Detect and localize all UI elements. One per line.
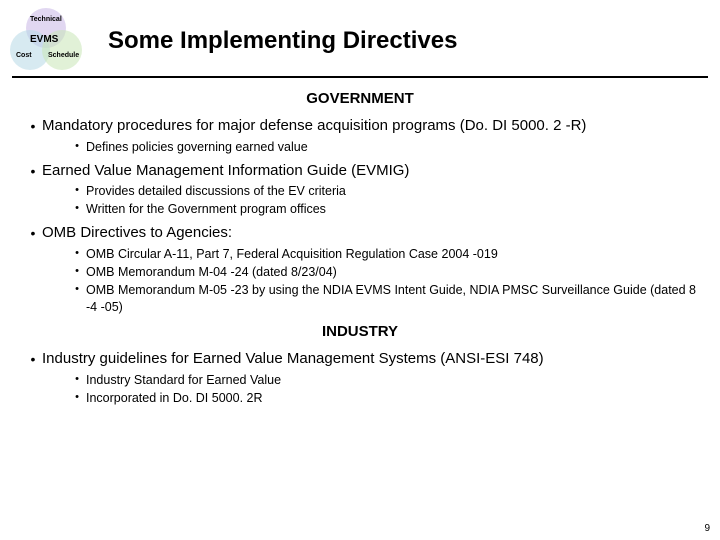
section-heading-government: GOVERNMENT xyxy=(0,90,720,107)
list-item-text: Industry guidelines for Earned Value Man… xyxy=(42,350,544,369)
list-item: • Provides detailed discussions of the E… xyxy=(68,183,696,200)
bullet-icon: • xyxy=(68,282,86,297)
title-divider xyxy=(12,76,708,78)
list-item-text: Written for the Government program offic… xyxy=(86,201,326,218)
sublist: • OMB Circular A-11, Part 7, Federal Acq… xyxy=(68,246,696,316)
bullet-icon: • xyxy=(68,390,86,405)
sublist: • Provides detailed discussions of the E… xyxy=(68,183,696,218)
list-item-text: Defines policies governing earned value xyxy=(86,139,308,156)
bullet-icon: • xyxy=(68,246,86,261)
list-item: • Incorporated in Do. DI 5000. 2R xyxy=(68,390,696,407)
bullet-icon: • xyxy=(68,183,86,198)
slide-title: Some Implementing Directives xyxy=(108,27,457,55)
list-item: • Written for the Government program off… xyxy=(68,201,696,218)
list-item: • OMB Memorandum M-05 -23 by using the N… xyxy=(68,282,696,316)
slide-header: Technical EVMS Cost Schedule Some Implem… xyxy=(0,0,720,72)
list-item-text: Industry Standard for Earned Value xyxy=(86,372,281,389)
bullet-icon: • xyxy=(24,350,42,368)
list-item-text: Provides detailed discussions of the EV … xyxy=(86,183,346,200)
list-item-text: OMB Directives to Agencies: xyxy=(42,224,232,243)
list-item: • Industry guidelines for Earned Value M… xyxy=(24,350,696,407)
page-number: 9 xyxy=(704,523,710,534)
list-industry: • Industry guidelines for Earned Value M… xyxy=(24,350,696,407)
list-item: • Industry Standard for Earned Value xyxy=(68,372,696,389)
list-item: • Defines policies governing earned valu… xyxy=(68,139,696,156)
bullet-icon: • xyxy=(24,117,42,135)
list-item-text: Earned Value Management Information Guid… xyxy=(42,162,409,181)
list-item: • Mandatory procedures for major defense… xyxy=(24,117,696,156)
list-item: • OMB Circular A-11, Part 7, Federal Acq… xyxy=(68,246,696,263)
list-item-text: OMB Memorandum M-05 -23 by using the NDI… xyxy=(86,282,696,316)
bullet-icon: • xyxy=(24,162,42,180)
venn-label-center: EVMS xyxy=(30,34,58,45)
content-industry: • Industry guidelines for Earned Value M… xyxy=(0,350,720,407)
list-item-text: OMB Circular A-11, Part 7, Federal Acqui… xyxy=(86,246,498,263)
list-item-text: Mandatory procedures for major defense a… xyxy=(42,117,586,136)
list-item: • OMB Directives to Agencies: • OMB Circ… xyxy=(24,224,696,315)
list-item-text: OMB Memorandum M-04 -24 (dated 8/23/04) xyxy=(86,264,337,281)
venn-label-schedule: Schedule xyxy=(48,52,79,59)
bullet-icon: • xyxy=(68,264,86,279)
bullet-icon: • xyxy=(68,139,86,154)
list-item: • OMB Memorandum M-04 -24 (dated 8/23/04… xyxy=(68,264,696,281)
bullet-icon: • xyxy=(68,372,86,387)
list-item-text: Incorporated in Do. DI 5000. 2R xyxy=(86,390,263,407)
venn-label-cost: Cost xyxy=(16,52,32,59)
venn-label-technical: Technical xyxy=(30,16,62,23)
venn-diagram: Technical EVMS Cost Schedule xyxy=(8,8,84,68)
section-heading-industry: INDUSTRY xyxy=(0,323,720,340)
sublist: • Industry Standard for Earned Value • I… xyxy=(68,372,696,407)
list-item: • Earned Value Management Information Gu… xyxy=(24,162,696,219)
content-government: • Mandatory procedures for major defense… xyxy=(0,117,720,315)
list-government: • Mandatory procedures for major defense… xyxy=(24,117,696,315)
bullet-icon: • xyxy=(68,201,86,216)
bullet-icon: • xyxy=(24,224,42,242)
sublist: • Defines policies governing earned valu… xyxy=(68,139,696,156)
